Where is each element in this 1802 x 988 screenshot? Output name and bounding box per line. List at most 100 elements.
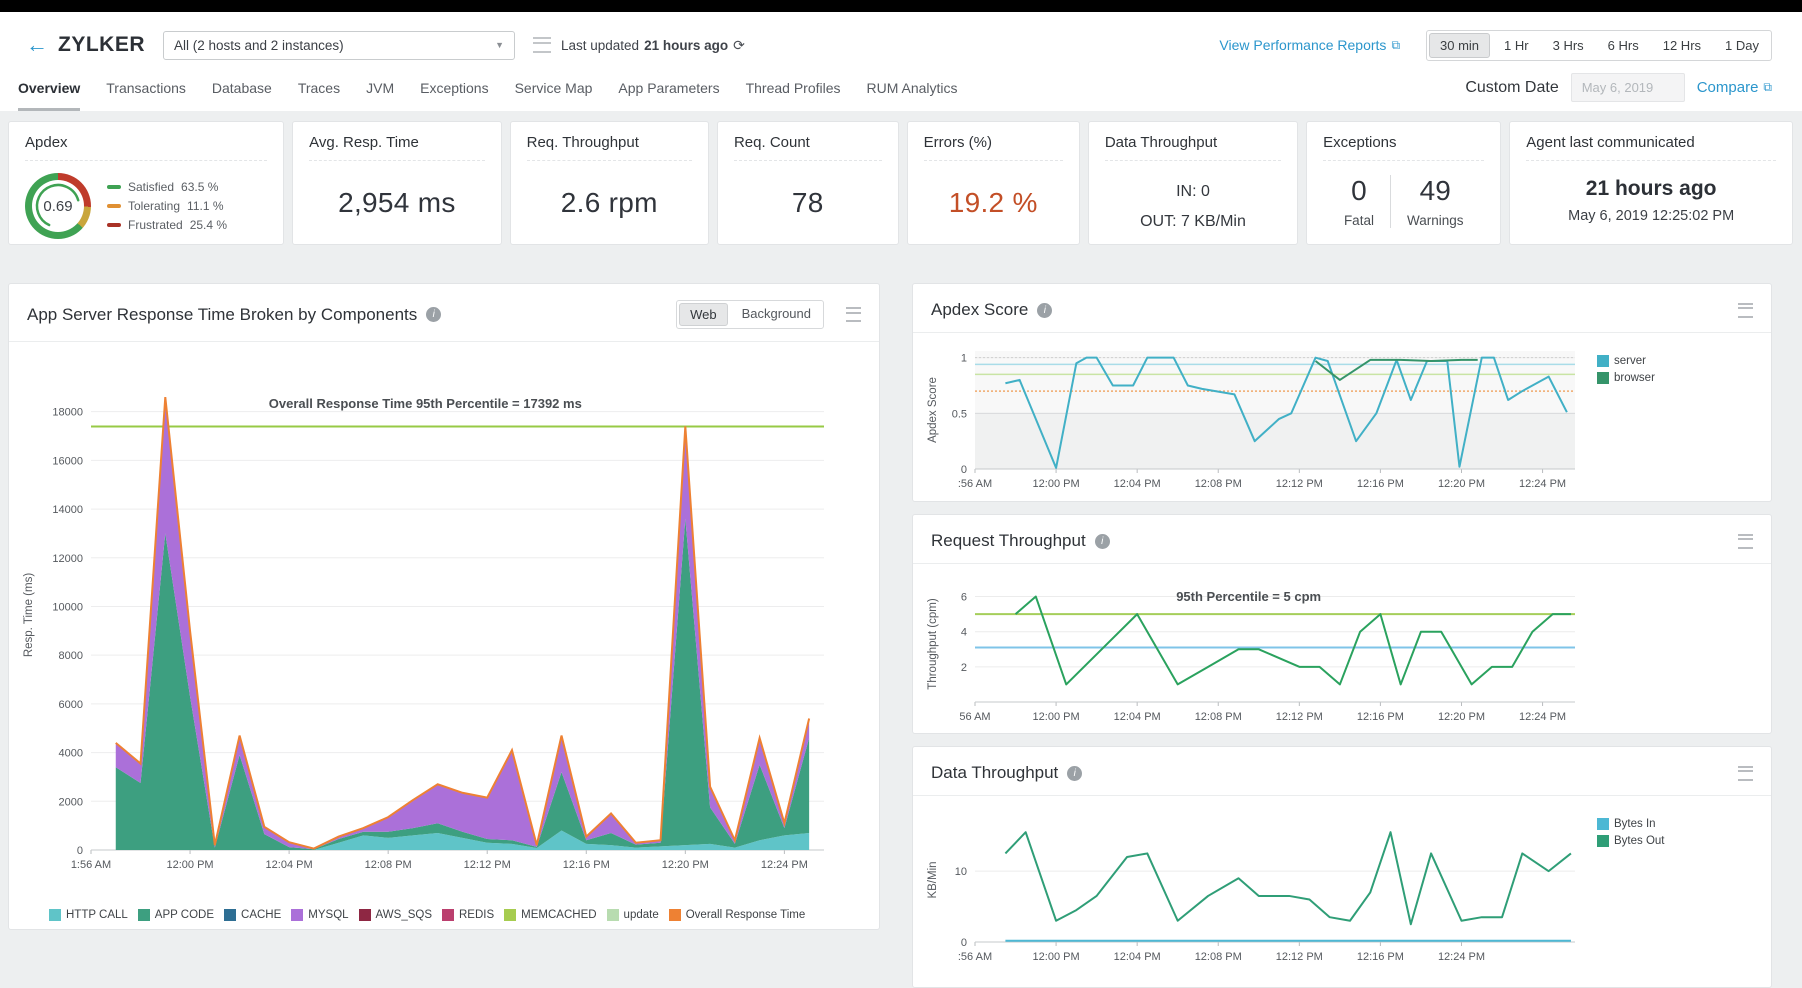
view-performance-reports-link[interactable]: View Performance Reports ⧉: [1219, 37, 1400, 53]
time-range-1hr[interactable]: 1 Hr: [1504, 37, 1529, 53]
time-range-3hrs[interactable]: 3 Hrs: [1552, 37, 1584, 53]
svg-text:12000: 12000: [52, 553, 83, 565]
kpi-errors-title: Errors (%): [923, 134, 1063, 161]
tab-database[interactable]: Database: [211, 80, 272, 96]
svg-text:10: 10: [955, 866, 967, 878]
custom-date-input[interactable]: [1570, 73, 1685, 102]
legend-item[interactable]: server: [1597, 355, 1655, 367]
kpi-req-count-title: Req. Count: [733, 134, 882, 161]
tab-service-map[interactable]: Service Map: [514, 80, 593, 96]
legend-swatch: [291, 909, 304, 921]
legend-swatch: [224, 909, 237, 921]
apdex-legend: Satisfied 63.5 % Tolerating 11.1 % Frust…: [107, 180, 227, 232]
svg-text:0: 0: [77, 845, 83, 857]
tolerating-label: Tolerating: [128, 199, 181, 213]
svg-text:10000: 10000: [52, 601, 83, 613]
time-range-6hrs[interactable]: 6 Hrs: [1607, 37, 1639, 53]
svg-text:6: 6: [961, 592, 967, 604]
data-throughput-chart-legend: Bytes In Bytes Out: [1597, 818, 1665, 847]
external-link-icon: ⧉: [1763, 80, 1772, 94]
tab-thread-profiles[interactable]: Thread Profiles: [745, 80, 841, 96]
tab-jvm[interactable]: JVM: [366, 80, 395, 96]
legend-item[interactable]: Bytes In: [1597, 818, 1665, 830]
tab-exceptions[interactable]: Exceptions: [420, 80, 489, 96]
kpi-req-count-value: 78: [791, 187, 824, 218]
svg-text:14000: 14000: [52, 504, 83, 516]
data-throughput-out: OUT: 7 KB/Min: [1140, 213, 1246, 231]
time-range-1day[interactable]: 1 Day: [1725, 37, 1759, 53]
apdex-legend-tolerating: Tolerating 11.1 %: [107, 199, 227, 213]
toggle-background[interactable]: Background: [741, 306, 811, 321]
svg-text:12:16 PM: 12:16 PM: [563, 859, 610, 871]
info-icon[interactable]: i: [426, 307, 442, 322]
svg-text:4000: 4000: [59, 748, 83, 760]
response-time-panel-title: App Server Response Time Broken by Compo…: [27, 304, 418, 324]
legend-item[interactable]: AWS_SQS: [358, 909, 432, 921]
tab-traces[interactable]: Traces: [297, 80, 341, 96]
exceptions-warnings-value: 49: [1419, 175, 1451, 206]
legend-item[interactable]: CACHE: [224, 909, 281, 921]
info-icon[interactable]: i: [1037, 302, 1053, 318]
exceptions-warnings: 49 Warnings: [1389, 175, 1480, 228]
data-throughput-panel: Data Throughput i 0 10:56 AM 12:00 PM 12:04…: [912, 746, 1772, 988]
legend-item[interactable]: MEMCACHED: [504, 909, 597, 921]
legend-item[interactable]: Overall Response Time: [668, 909, 805, 921]
compare-link[interactable]: Compare ⧉: [1697, 79, 1772, 96]
window-chrome: [0, 0, 1802, 12]
svg-text:12:04 PM: 12:04 PM: [1114, 951, 1161, 963]
time-range-30min[interactable]: 30 min: [1429, 32, 1491, 58]
legend-item[interactable]: HTTP CALL: [49, 909, 128, 921]
svg-text:4: 4: [961, 627, 967, 639]
kpi-apdex-title: Apdex: [25, 134, 268, 161]
tab-overview[interactable]: Overview: [18, 72, 81, 111]
tab-transactions[interactable]: Transactions: [106, 80, 186, 96]
toggle-web[interactable]: Web: [679, 303, 728, 326]
menu-icon[interactable]: [533, 37, 551, 53]
svg-text::56 AM: :56 AM: [958, 478, 992, 490]
legend-item[interactable]: Bytes Out: [1597, 835, 1665, 847]
kpi-agent-card: Agent last communicated 21 hours ago May…: [1509, 121, 1793, 245]
host-instance-select[interactable]: All (2 hosts and 2 instances) ▼: [163, 30, 515, 60]
frustrated-label: Frustrated: [128, 218, 183, 232]
svg-text:KB/Min: KB/Min: [927, 861, 939, 898]
refresh-icon[interactable]: ⟳: [733, 36, 745, 53]
info-icon[interactable]: i: [1094, 533, 1110, 549]
svg-text:12:20 PM: 12:20 PM: [662, 859, 709, 871]
kpi-agent-timestamp: May 6, 2019 12:25:02 PM: [1568, 208, 1735, 224]
chevron-down-icon: ▼: [495, 40, 504, 50]
legend-item[interactable]: browser: [1597, 372, 1655, 384]
svg-text:12:16 PM: 12:16 PM: [1357, 951, 1404, 963]
svg-text:6000: 6000: [59, 699, 83, 711]
back-icon[interactable]: ←: [26, 32, 48, 57]
data-throughput-in: IN: 0: [1176, 183, 1210, 200]
legend-swatch: [606, 909, 619, 921]
tab-rum-analytics[interactable]: RUM Analytics: [866, 80, 958, 96]
svg-text:12:00 PM: 12:00 PM: [1033, 951, 1080, 963]
legend-item[interactable]: REDIS: [442, 909, 494, 921]
legend-swatch: [137, 909, 150, 921]
legend-item[interactable]: MYSQL: [291, 909, 349, 921]
tab-app-parameters[interactable]: App Parameters: [618, 80, 720, 96]
apdex-legend-satisfied: Satisfied 63.5 %: [107, 180, 227, 194]
chart-menu-icon[interactable]: [846, 307, 861, 322]
apdex-legend-frustrated: Frustrated 25.4 %: [107, 218, 227, 232]
kpi-agent-title: Agent last communicated: [1526, 134, 1776, 161]
legend-item[interactable]: APP CODE: [137, 909, 214, 921]
svg-text:12:08 PM: 12:08 PM: [1195, 951, 1242, 963]
info-icon[interactable]: i: [1067, 765, 1083, 781]
kpi-req-throughput-title: Req. Throughput: [526, 134, 692, 161]
kpi-req-count-card: Req. Count 78: [716, 121, 899, 245]
chart-menu-icon[interactable]: [1738, 765, 1753, 781]
legend-item[interactable]: update: [606, 909, 659, 921]
svg-text:0.5: 0.5: [952, 408, 967, 420]
svg-text:1: 1: [961, 353, 967, 365]
response-time-chart: 0 2000 4000 6000 8000 10000 12000 14000 16000 180…: [23, 396, 824, 871]
apdex-donut: 0.69: [25, 173, 91, 239]
tolerating-swatch: [107, 204, 121, 208]
apdex-inner-arc: [35, 183, 81, 229]
chart-menu-icon[interactable]: [1738, 302, 1753, 318]
chart-menu-icon[interactable]: [1738, 533, 1753, 549]
time-range-12hrs[interactable]: 12 Hrs: [1662, 37, 1702, 53]
svg-text:12:12 PM: 12:12 PM: [1276, 478, 1323, 490]
request-throughput-panel: Request Throughput i 2 4 6 56 AM 12:00 PM 12:…: [912, 514, 1772, 734]
